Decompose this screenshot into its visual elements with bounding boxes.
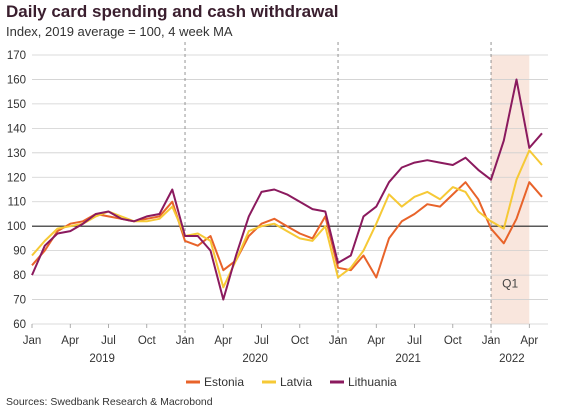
x-tick-label: Jul xyxy=(101,335,116,347)
y-tick-label: 130 xyxy=(7,148,26,160)
chart-title: Daily card spending and cash withdrawal xyxy=(6,2,339,21)
y-tick-label: 80 xyxy=(13,270,26,282)
x-tick-label: Apr xyxy=(61,335,79,347)
x-tick-label: Oct xyxy=(291,335,310,347)
series-line-lithuania xyxy=(31,78,543,301)
y-tick-label: 160 xyxy=(7,74,26,86)
year-label: 2021 xyxy=(395,353,421,365)
year-label: 2022 xyxy=(499,353,525,365)
x-tick-label: Apr xyxy=(520,335,538,347)
x-tick-label: Oct xyxy=(444,335,463,347)
y-tick-label: 90 xyxy=(13,246,26,258)
y-tick-label: 170 xyxy=(7,50,26,62)
series-line-estonia xyxy=(31,181,543,279)
legend-label-latvia: Latvia xyxy=(280,375,312,389)
y-tick-label: 140 xyxy=(7,123,26,135)
source-note: Sources: Swedbank Research & Macrobond xyxy=(6,396,213,408)
chart-subtitle: Index, 2019 average = 100, 4 week MA xyxy=(6,24,233,39)
year-label: 2020 xyxy=(242,353,268,365)
x-tick-label: Jan xyxy=(176,335,195,347)
x-tick-label: Jul xyxy=(254,335,269,347)
year-label: 2019 xyxy=(89,353,115,365)
x-tick-label: Jan xyxy=(482,335,501,347)
shaded-q1-region xyxy=(491,55,530,324)
y-tick-label: 120 xyxy=(7,172,26,184)
y-tick-label: 100 xyxy=(7,221,26,233)
legend-label-estonia: Estonia xyxy=(204,375,244,389)
x-tick-label: Oct xyxy=(138,335,157,347)
x-tick-label: Jan xyxy=(23,335,42,347)
y-tick-label: 60 xyxy=(13,319,26,331)
y-tick-label: 150 xyxy=(7,99,26,111)
y-tick-label: 110 xyxy=(8,197,26,209)
x-tick-label: Apr xyxy=(214,335,232,347)
x-tick-label: Apr xyxy=(367,335,385,347)
q1-annotation: Q1 xyxy=(502,276,518,290)
series-line-latvia xyxy=(31,149,543,289)
x-tick-label: Jan xyxy=(329,335,348,347)
y-tick-label: 70 xyxy=(13,295,26,307)
legend-label-lithuania: Lithuania xyxy=(348,375,397,389)
x-tick-label: Jul xyxy=(407,335,422,347)
